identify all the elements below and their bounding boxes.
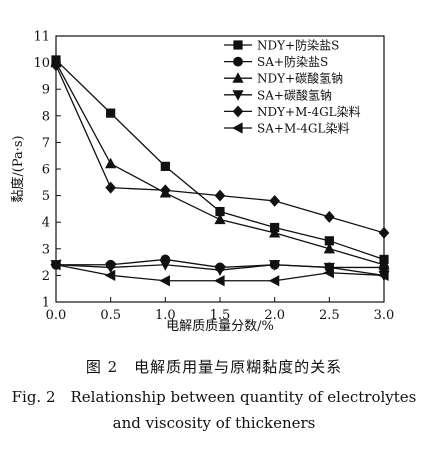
data-point-series-4 [269,260,281,271]
x-tick-label: 3.0 [374,308,395,323]
y-tick-label: 9 [42,83,50,98]
data-point-series-6 [104,269,116,281]
data-point-series-5 [50,59,62,72]
series-line-3 [55,62,385,266]
y-tick-label: 5 [42,189,50,204]
legend-marker-2 [233,56,243,67]
series-markers [50,55,390,287]
data-point-series-4 [323,262,335,274]
y-tick-label: 1 [42,296,50,311]
series-line-1 [55,59,385,261]
series-lines [55,59,385,282]
data-point-series-5 [214,189,226,202]
data-point-series-3 [378,258,390,270]
legend-label-2: SA+防染盐S [257,54,328,69]
figure-caption-chinese: 图 2 电解质用量与原糊黏度的关系 [85,358,343,376]
y-tick-label: 6 [42,163,50,178]
legend-marker-5 [232,105,244,118]
data-point-series-5 [160,184,171,197]
x-tick-label: 2.5 [319,308,340,323]
legend-label-6: SA+M-4GL染料 [257,121,349,136]
data-point-series-6 [214,275,225,287]
y-tick-label: 8 [42,109,50,124]
legend-marker-4 [232,90,244,101]
y-tick-label: 3 [42,242,50,257]
data-point-series-6 [323,267,334,279]
legend-label-4: SA+碳酸氢钠 [257,87,332,102]
data-point-series-5 [105,181,116,194]
y-tick-label: 2 [42,269,50,284]
figure-caption-english-line2: and viscosity of thickeners [112,414,316,432]
data-point-series-3 [214,213,226,225]
x-tick-label: 2.0 [264,308,285,323]
data-point-series-4 [214,265,226,277]
legend-label-1: NDY+防染盐S [257,38,339,53]
data-point-series-5 [378,226,390,239]
axis-ticks: 0.0 0.5 1.0 1.5 2.0 2.5 3.0 1 2 3 4 5 6 7 8 9 10 11 [33,30,394,324]
data-point-series-4 [105,262,117,274]
y-tick-label: 4 [42,216,50,231]
x-tick-label: 0.5 [100,308,121,323]
data-point-series-3 [269,226,281,238]
data-point-series-6 [159,275,170,287]
x-tick-label: 1.0 [155,308,176,323]
legend-marker-1 [233,40,243,50]
data-point-series-3 [105,157,117,169]
y-tick-label: 11 [33,30,50,45]
data-point-series-4 [159,260,171,271]
x-tick-label: 0.0 [46,308,67,323]
x-axis-label: 电解质质量分数/% [166,319,274,334]
data-point-series-1 [106,108,116,118]
legend-label-3: NDY+碳酸氢钠 [257,71,343,86]
legend-marker-6 [232,122,243,134]
line-chart: 0.0 0.5 1.0 1.5 2.0 2.5 3.0 1 2 3 4 5 6 7 8 9 10 11 NDY+防… [10,30,394,335]
figure-caption-english-line1: Fig. 2 Relationship between quantity of … [11,388,417,406]
data-point-series-5 [269,194,280,207]
y-tick-label: 7 [42,136,50,151]
y-tick-label: 10 [33,56,50,71]
legend-label-5: NDY+M-4GL染料 [257,104,361,119]
data-point-series-3 [323,242,335,254]
data-point-series-5 [324,210,335,223]
data-point-series-6 [268,275,280,287]
x-tick-label: 1.5 [210,308,231,323]
y-axis-label: 黏度/(Pa·s) [10,135,26,202]
data-point-series-6 [50,259,61,271]
data-point-series-1 [160,161,170,171]
legend-marker-3 [232,72,244,83]
data-point-series-6 [378,269,389,281]
